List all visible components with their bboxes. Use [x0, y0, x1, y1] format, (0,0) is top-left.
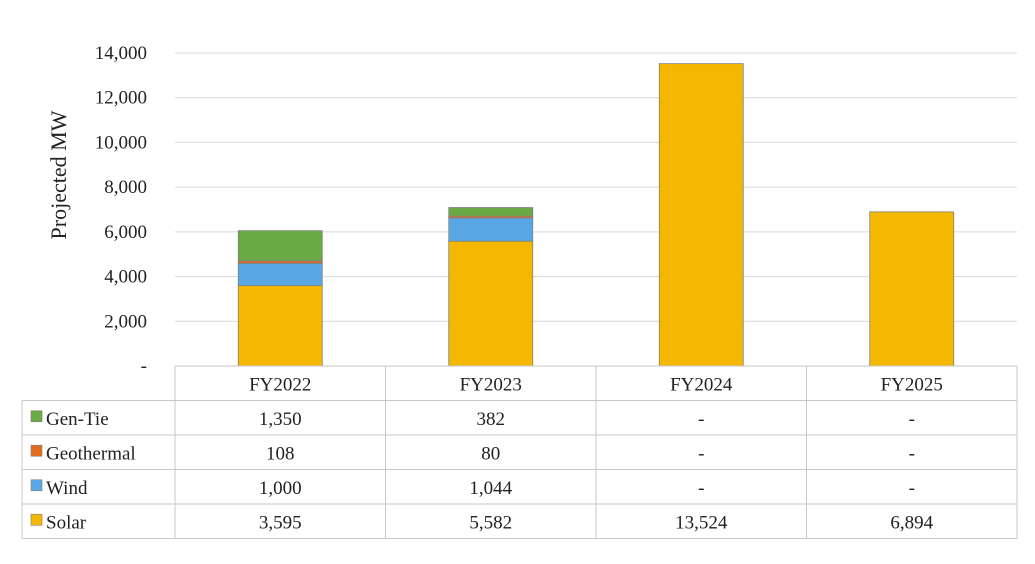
bar-segment-gen-tie — [237, 230, 323, 262]
legend-label: Wind — [46, 478, 88, 499]
y-axis: - 2,000 4,000 6,000 8,000 10,000 12,000 14,000 — [95, 43, 147, 377]
bars — [237, 63, 955, 367]
bar-segment-solar — [237, 285, 323, 367]
data-table-value: 5,582 — [469, 512, 512, 533]
bar-segment-solar — [869, 211, 955, 367]
data-table-value: 1,350 — [259, 409, 302, 430]
data-table-value: 108 — [266, 443, 295, 464]
legend-swatch — [30, 513, 43, 526]
legend-swatch — [30, 479, 43, 492]
legend-label: Geothermal — [46, 443, 136, 464]
data-table-value: - — [698, 443, 704, 464]
x-category-label: FY2022 — [249, 374, 311, 395]
y-tick-label: 2,000 — [104, 311, 147, 332]
data-table-value: 382 — [477, 409, 506, 430]
y-tick-label: 12,000 — [95, 88, 147, 109]
data-table-value: - — [909, 443, 915, 464]
y-tick-label: 6,000 — [104, 222, 147, 243]
x-category-label: FY2023 — [460, 374, 522, 395]
y-tick-label: 8,000 — [104, 177, 147, 198]
data-table-value: - — [698, 478, 704, 499]
data-table-value: - — [698, 409, 704, 430]
y-tick-label: 14,000 — [95, 43, 147, 64]
data-table-value: 3,595 — [259, 512, 302, 533]
bar-segment-gen-tie — [448, 207, 534, 217]
legend-swatch — [30, 410, 43, 423]
y-tick-label: 10,000 — [95, 132, 147, 153]
data-table-value: - — [909, 409, 915, 430]
y-axis-label: Projected MW — [46, 110, 71, 239]
legend-label: Solar — [46, 512, 87, 533]
data-table-value: 80 — [481, 443, 500, 464]
bar-segment-solar — [448, 240, 534, 367]
data-table: FY2022 FY2023 FY2024 FY2025 Gen-Tie 1,350 382 -… — [21, 365, 1018, 539]
data-table-value: 1,044 — [469, 478, 512, 499]
y-tick-label: - — [141, 356, 147, 377]
bar-segment-wind — [448, 217, 534, 242]
x-category-label: FY2024 — [670, 374, 733, 395]
x-category-label: FY2025 — [881, 374, 943, 395]
legend-label: Gen-Tie — [46, 409, 109, 430]
bar-segment-solar — [658, 63, 744, 367]
data-table-value: - — [909, 478, 915, 499]
legend-swatch — [30, 444, 43, 457]
data-table-value: 1,000 — [259, 478, 302, 499]
bar-segment-wind — [237, 262, 323, 287]
data-table-value: 13,524 — [675, 512, 728, 533]
data-table-value: 6,894 — [890, 512, 933, 533]
y-tick-label: 4,000 — [104, 267, 147, 288]
